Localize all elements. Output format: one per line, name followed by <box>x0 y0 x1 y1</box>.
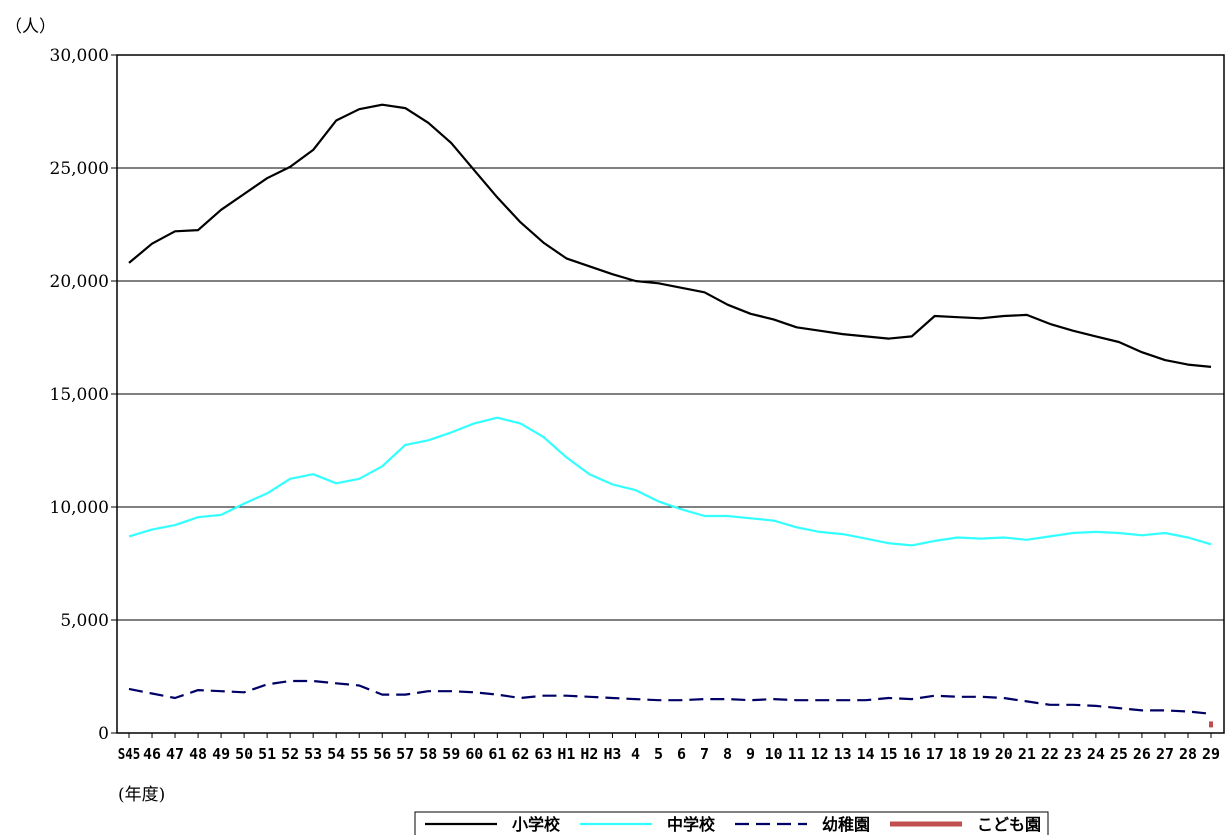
x-tick-label: H1 <box>557 745 575 763</box>
x-tick-label: 9 <box>746 745 755 763</box>
x-tick-label: 46 <box>143 745 161 763</box>
x-tick-label: H3 <box>603 745 621 763</box>
x-tick-label: 50 <box>235 745 253 763</box>
x-tick-label: 56 <box>373 745 391 763</box>
x-tick-label: 52 <box>281 745 299 763</box>
legend-label-2: 中学校 <box>667 815 716 834</box>
plot-frame <box>116 54 1225 734</box>
series-lines <box>128 103 1213 728</box>
x-tick-label: 6 <box>677 745 686 763</box>
legend-label-4: こども園 <box>977 815 1041 834</box>
series-line-1 <box>128 103 1212 368</box>
x-tick-label: 53 <box>304 745 322 763</box>
x-tick-label: 55 <box>350 745 368 763</box>
x-tick-label: 18 <box>949 745 967 763</box>
x-tick-label: 60 <box>465 745 483 763</box>
x-tick-label: 25 <box>1110 745 1128 763</box>
y-tick-label: 30,000 <box>50 46 109 66</box>
y-tick-label: 15,000 <box>50 385 109 405</box>
x-tick-label: 16 <box>903 745 921 763</box>
x-tick-label: 21 <box>1018 745 1036 763</box>
x-tick-label: 17 <box>926 745 944 763</box>
x-tick-label: 8 <box>723 745 732 763</box>
x-tick-label: 5 <box>654 745 663 763</box>
x-tick-label: 22 <box>1041 745 1059 763</box>
x-tick-label: 15 <box>880 745 898 763</box>
x-tick-label: 13 <box>834 745 852 763</box>
legend-label-3: 幼稚園 <box>822 815 870 834</box>
x-tick-label: 26 <box>1133 745 1151 763</box>
x-tick-label: 14 <box>857 745 875 763</box>
y-unit-label: （人） <box>5 17 56 37</box>
x-tick-label: 28 <box>1179 745 1197 763</box>
x-tick-label: 7 <box>700 745 709 763</box>
x-tick-label: 11 <box>788 745 806 763</box>
x-unit-label: (年度) <box>118 785 165 805</box>
x-tick-label: 54 <box>327 745 345 763</box>
y-tick-label: 5,000 <box>60 611 109 631</box>
series-line-2 <box>128 416 1212 547</box>
gridlines <box>117 167 1224 621</box>
series-point-4 <box>1209 721 1213 728</box>
y-tick-label: 25,000 <box>50 159 109 179</box>
legend-box <box>414 811 1049 835</box>
x-tick-label: 12 <box>811 745 829 763</box>
y-tick-label: 20,000 <box>50 272 109 292</box>
x-tick-label: H2 <box>580 745 598 763</box>
x-tick-label: 63 <box>534 745 552 763</box>
x-tick-label: 49 <box>212 745 230 763</box>
x-tick-label: 47 <box>166 745 184 763</box>
x-tick-label: 4 <box>631 745 640 763</box>
x-tick-label: 51 <box>258 745 276 763</box>
x-tick-label: 58 <box>419 745 437 763</box>
x-tick-label: 19 <box>972 745 990 763</box>
x-tick-label: 27 <box>1156 745 1174 763</box>
legend-label-1: 小学校 <box>512 815 561 834</box>
x-tick-label: 62 <box>511 745 529 763</box>
y-axis-ticks: 0 5,000 10,000 15,000 20,000 25,000 30,000 <box>50 46 117 744</box>
y-tick-label: 10,000 <box>50 498 109 518</box>
x-tick-label: S45 <box>118 745 141 763</box>
y-tick-label: 0 <box>98 724 109 744</box>
x-tick-label: 57 <box>396 745 414 763</box>
x-tick-label: 24 <box>1087 745 1105 763</box>
x-tick-label: 23 <box>1064 745 1082 763</box>
x-tick-label: 61 <box>488 745 506 763</box>
series-line-3 <box>128 679 1212 715</box>
x-tick-label: 20 <box>995 745 1013 763</box>
x-tick-label: 29 <box>1202 745 1220 763</box>
legend: 小学校 中学校 幼稚園 こども園 <box>414 811 1049 835</box>
x-tick-label: 59 <box>442 745 460 763</box>
x-axis-ticks: S45 46 47 48 49 50 51 52 53 54 55 56 57 58 59 60 61 62 63 H… <box>118 733 1220 763</box>
x-tick-label: 10 <box>765 745 783 763</box>
x-tick-label: 48 <box>189 745 207 763</box>
